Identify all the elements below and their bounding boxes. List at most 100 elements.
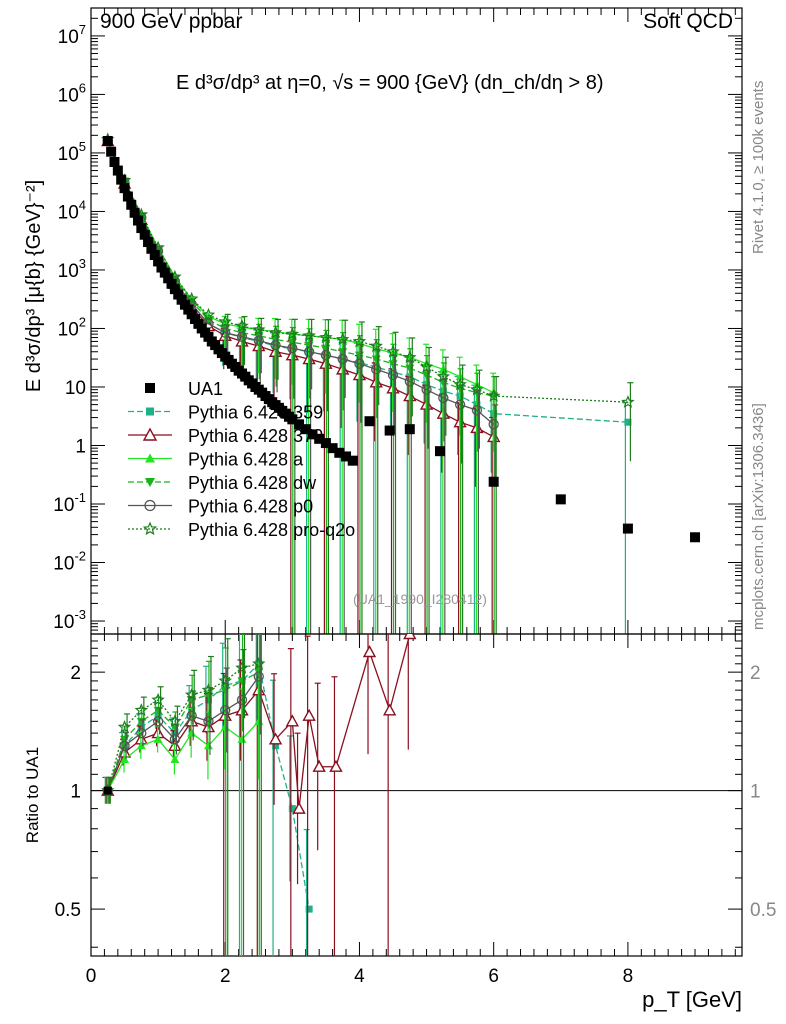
series-point-pythia-6-428-pro-q2o	[252, 322, 266, 336]
ratio-data-point	[103, 786, 112, 795]
legend-marker-pythia-6-428-pro-q2o	[142, 521, 158, 536]
ratio-point-pythia-6-428-pro-q2o	[201, 683, 216, 696]
ratio-point-pythia-6-428-359	[272, 742, 280, 750]
y-tick-label: 104	[58, 197, 86, 223]
ratio-point-pythia-6-428-pro-q2o	[151, 692, 165, 706]
data-point-ua1	[364, 416, 375, 427]
ratio-point-pythia-6-428-370	[302, 708, 316, 721]
data-point-ua1	[122, 191, 133, 202]
ratio-y-tick-label: 2	[70, 663, 81, 684]
ratio-point-pythia-6-428-370	[382, 703, 397, 716]
x-axis-label: p_T [GeV]	[642, 987, 742, 1012]
series-point-pythia-6-428-pro-q2o	[201, 307, 216, 321]
series-point-pythia-6-428-p0	[287, 343, 298, 354]
ratio-series-group	[101, 634, 417, 956]
ratio-point-pythia-6-428-pro-q2o	[168, 714, 182, 728]
series-line-pythia-6-428-pro-q2o	[107, 139, 628, 403]
x-tick-label: 6	[488, 966, 499, 987]
ratio-line-pythia-6-428-a	[107, 720, 260, 791]
ratio-point-pythia-6-428-a	[203, 741, 213, 750]
legend-label: Pythia 6.428 a	[188, 450, 304, 470]
data-point-ua1	[320, 438, 331, 449]
ratio-point-pythia-6-428-p0	[253, 671, 264, 682]
ratio-point-pythia-6-428-pro-q2o	[117, 720, 132, 733]
series-point-pythia-6-428-p0	[438, 392, 449, 404]
y-axis-label: E d³σ/dp³ [μ{b} {GeV}⁻²]	[23, 180, 45, 392]
ratio-point-pythia-6-428-p0	[236, 694, 248, 706]
data-point-ua1	[102, 135, 113, 146]
series-point-pythia-6-428-p0	[471, 405, 483, 416]
ratio-point-pythia-6-428-p0	[119, 740, 130, 751]
series-point-pythia-6-428-pro-q2o	[235, 318, 249, 332]
data-point-ua1	[488, 476, 499, 487]
data-point-ua1	[334, 447, 345, 458]
data-point-ua1	[139, 229, 150, 240]
legend-marker-ua1	[145, 383, 155, 393]
series-point-pythia-6-428-pro-q2o	[369, 339, 383, 352]
data-point-ua1	[163, 273, 174, 284]
legend-label: UA1	[188, 379, 223, 399]
series-point-pythia-6-428-p0	[488, 419, 499, 430]
series-point-pythia-6-428-p0	[454, 399, 466, 410]
x-tick-label: 4	[354, 966, 365, 987]
legend-marker-pythia-6-428-dw	[145, 478, 155, 487]
ratio-line-pythia-6-428-dw	[107, 671, 260, 791]
x-tick-label: 2	[220, 966, 231, 987]
y-tick-label: 105	[58, 139, 86, 165]
data-point-ua1	[555, 494, 566, 505]
data-point-ua1	[347, 455, 358, 466]
y-tick-label: 102	[58, 314, 86, 340]
series-point-pythia-6-428-p0	[421, 384, 432, 395]
y-tick-label: 107	[58, 22, 86, 48]
data-point-ua1	[307, 429, 318, 440]
y-tick-label: 1	[75, 436, 86, 457]
ratio-point-pythia-6-428-370	[268, 732, 283, 745]
legend-label: Pythia 6.428 359	[188, 403, 323, 423]
data-point-ua1	[126, 199, 137, 210]
series-point-pythia-6-428-pro-q2o	[403, 350, 417, 364]
legend-label: Pythia 6.428 pro-q2o	[188, 520, 355, 540]
series-point-pythia-6-428-p0	[404, 376, 415, 387]
series-point-pythia-6-428-pro-q2o	[470, 382, 484, 396]
legend: UA1 Pythia 6.428 359 Pythia 6.428 370 Pythi…	[128, 379, 355, 540]
ratio-point-pythia-6-428-p0	[186, 710, 197, 721]
series-point-pythia-6-428-359	[624, 418, 632, 426]
data-point-ua1	[341, 451, 352, 462]
ratio-point-pythia-6-428-370	[292, 801, 306, 814]
ratio-point-pythia-6-428-370	[329, 759, 343, 772]
main-series-group	[101, 132, 701, 634]
series-point-pythia-6-428-p0	[220, 327, 231, 338]
series-point-pythia-6-428-pro-q2o	[419, 359, 434, 373]
ratio-point-pythia-6-428-pro-q2o	[252, 656, 266, 670]
series-point-pythia-6-428-p0	[387, 369, 399, 381]
x-tick-label: 0	[86, 966, 97, 987]
y-tick-label: 106	[58, 80, 86, 106]
y-tick-label: 10-2	[53, 549, 86, 575]
header-right: Soft QCD	[643, 10, 733, 33]
series-point-pythia-6-428-pro-q2o	[218, 314, 232, 328]
series-point-pythia-6-428-pro-q2o	[453, 377, 467, 391]
series-point-pythia-6-428-pro-q2o	[386, 344, 400, 358]
data-point-ua1	[112, 165, 123, 176]
legend-marker-pythia-6-428-p0	[144, 499, 156, 512]
ratio-panel: 0 2 4 6 8 0.5 0.5 1 1 2 2	[55, 633, 776, 987]
series-point-pythia-6-428-pro-q2o	[621, 395, 635, 408]
data-point-ua1	[106, 146, 117, 157]
data-point-ua1	[173, 289, 184, 300]
ratio-y-tick-label-right: 2	[750, 663, 761, 684]
data-point-ua1	[143, 237, 154, 248]
data-point-ua1	[622, 523, 633, 534]
ratio-point-pythia-6-428-p0	[152, 716, 164, 727]
ratio-point-pythia-6-428-370	[362, 645, 377, 658]
legend-label: Pythia 6.428 p0	[188, 497, 313, 517]
ratio-point-pythia-6-428-a	[170, 754, 180, 763]
series-point-pythia-6-428-pro-q2o	[486, 388, 501, 402]
data-point-ua1	[404, 424, 415, 435]
series-point-pythia-6-428-pro-q2o	[352, 334, 367, 348]
data-point-ua1	[434, 446, 445, 457]
ratio-point-pythia-6-428-p0	[220, 705, 231, 716]
ratio-point-pythia-6-428-pro-q2o	[134, 703, 149, 716]
series-point-pythia-6-428-p0	[337, 353, 348, 365]
